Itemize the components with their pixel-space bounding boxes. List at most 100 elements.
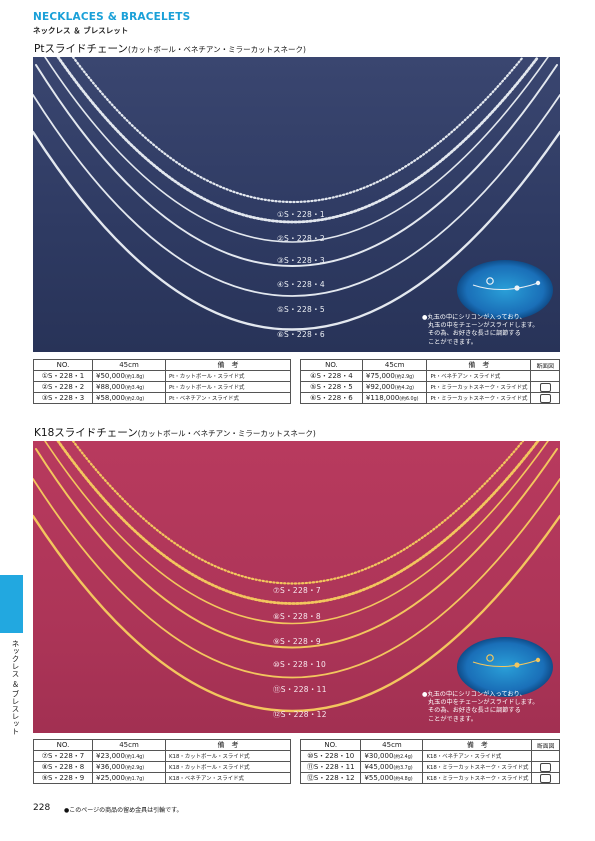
item-price: ¥55,000 (364, 774, 394, 782)
pt-chain-label-4: ④S・228・4 (277, 280, 325, 289)
pt-spec-table-right: NO. 45cm 備 考 断面図 ④S・228・4 ¥75,000(約2.9g)… (300, 359, 560, 404)
item-price-cell: ¥58,000(約2.0g) (92, 392, 166, 404)
col-no-header: NO. (300, 359, 363, 371)
col-no-header: NO. (299, 739, 362, 751)
item-code: ⑨S・228・9 (33, 772, 93, 784)
item-price-cell: ¥55,000(約4.8g) (360, 772, 424, 784)
item-note: Pt・ベネチアン・スライド式 (426, 370, 532, 382)
k18-chain-label-11: ⑪S・228・11 (273, 685, 327, 694)
table-row: ③S・228・3 ¥58,000(約2.0g) Pt・ベネチアン・スライド式 (33, 392, 291, 404)
k18-clasp-closeup (457, 637, 553, 697)
pt-spec-table-left: NO. 45cm 備 考 ①S・228・1 ¥50,000(約1.8g) Pt・… (33, 359, 291, 404)
item-price: ¥58,000 (96, 394, 125, 402)
pt-title-note: (カットボール・ベネチアン・ミラーカットスネーク) (127, 45, 306, 54)
col-length-header: 45cm (92, 359, 166, 371)
item-price: ¥50,000 (96, 372, 125, 380)
item-price: ¥30,000 (364, 752, 394, 760)
pt-chain-label-3: ③S・228・3 (277, 256, 325, 265)
item-weight: (約2.0g) (124, 397, 145, 402)
col-length-header: 45cm (360, 739, 424, 751)
k18-chain-8 (56, 441, 540, 605)
pt-chain-label-1: ①S・228・1 (277, 210, 325, 219)
col-note-header: 備 考 (426, 359, 532, 371)
item-weight: (約1.7g) (124, 777, 145, 782)
item-weight: (約3.7g) (393, 766, 413, 771)
category-side-label: ネックレス ＆ ブレスレット (11, 640, 20, 735)
pt-section-title: Ptスライドチェーン(カットボール・ベネチアン・ミラーカットスネーク) (34, 41, 306, 56)
item-weight: (約2.4g) (393, 755, 413, 760)
pt-title-text: Ptスライドチェーン (34, 43, 128, 55)
item-price-cell: ¥25,000(約1.7g) (92, 772, 166, 784)
item-price-cell: ¥92,000(約4.2g) (361, 381, 428, 393)
item-code: ⑪S・228・11 (299, 761, 362, 773)
item-price: ¥36,000 (96, 763, 125, 771)
table-row: ⑨S・228・9 ¥25,000(約1.7g) K18・ベネチアン・スライド式 (33, 772, 291, 784)
item-price-cell: ¥45,000(約3.7g) (360, 761, 424, 773)
col-length-header: 45cm (361, 359, 428, 371)
item-price-cell: ¥36,000(約2.9g) (92, 761, 166, 773)
table-row: ④S・228・4 ¥75,000(約2.9g) Pt・ベネチアン・スライド式 (300, 370, 560, 382)
item-price-cell: ¥23,000(約1.4g) (92, 750, 166, 762)
item-weight: (約1.8g) (124, 375, 145, 380)
item-note: Pt・カットボール・スライド式 (165, 381, 291, 393)
k18-title-note: (カットボール・ベネチアン・ミラーカットスネーク) (137, 429, 316, 438)
k18-callout-line: 丸玉の中をチェーンがスライドします。 (428, 699, 539, 707)
item-price: ¥25,000 (96, 774, 125, 782)
pt-closeup-ball-2 (535, 280, 541, 286)
k18-title-text: K18スライドチェーン (34, 427, 138, 439)
pt-chain-label-2: ②S・228・2 (277, 234, 325, 243)
col-note-header: 備 考 (422, 739, 533, 751)
page-category-subtitle: ネックレス ＆ ブレスレット (33, 26, 129, 35)
cross-section-icon (539, 393, 551, 403)
item-note: Pt・ミラーカットスネーク・スライド式 (426, 392, 532, 404)
k18-closeup-ball (514, 662, 520, 668)
item-weight: (約4.2g) (394, 386, 415, 391)
k18-chain-label-8: ⑧S・228・8 (273, 612, 321, 621)
item-price: ¥75,000 (365, 372, 395, 380)
item-price-cell: ¥88,000(約3.4g) (92, 381, 166, 393)
pt-chain-photo-graphic (33, 57, 560, 352)
k18-chain-photo: ⑦S・228・7 ⑧S・228・8 ⑨S・228・9 ⑩S・228・10 ⑪S・… (33, 441, 560, 733)
cross-section-icon (539, 382, 551, 392)
k18-callout-line: ことができます。 (428, 715, 477, 723)
k18-chain-7 (71, 441, 525, 585)
k18-callout-line: その為、お好きな長さに調節する (428, 707, 521, 715)
item-price-cell: ¥50,000(約1.8g) (92, 370, 166, 382)
k18-callout: ●丸玉の中にシリコンが入っており、 丸玉の中をチェーンがスライドします。 その為… (422, 691, 538, 724)
pt-callout-line: 丸玉の中をチェーンがスライドします。 (428, 322, 539, 330)
col-note-header: 備 考 (165, 359, 291, 371)
table-row: ①S・228・1 ¥50,000(約1.8g) Pt・カットボール・スライド式 (33, 370, 291, 382)
cross-section-cell (530, 381, 560, 393)
col-no-header: NO. (33, 739, 93, 751)
k18-closeup-chain (472, 659, 539, 668)
item-note: K18・カットボール・スライド式 (165, 761, 291, 773)
k18-chain-10 (35, 448, 558, 649)
item-code: ⑦S・228・7 (33, 750, 93, 762)
item-note: Pt・ミラーカットスネーク・スライド式 (426, 381, 532, 393)
item-weight: (約2.9g) (124, 766, 145, 771)
pt-callout: ●丸玉の中にシリコンが入っており、 丸玉の中をチェーンがスライドします。 その為… (422, 314, 538, 347)
pt-closeup-ball (514, 285, 520, 291)
k18-chain-label-7: ⑦S・228・7 (273, 586, 321, 595)
k18-section-title: K18スライドチェーン(カットボール・ベネチアン・ミラーカットスネーク) (34, 425, 316, 440)
cross-section-cell (531, 761, 560, 773)
item-price-cell: ¥30,000(約2.4g) (360, 750, 424, 762)
page-category-title: NECKLACES & BRACELETS (33, 11, 191, 23)
pt-callout-line: ●丸玉の中にシリコンが入っており、 (422, 314, 526, 321)
pt-chain-photo: ①S・228・1 ②S・228・2 ③S・228・3 ④S・228・4 ⑤S・2… (33, 57, 560, 352)
item-code: ⑫S・228・12 (299, 772, 362, 784)
table-row: ⑤S・228・5 ¥92,000(約4.2g) Pt・ミラーカットスネーク・スラ… (300, 381, 560, 393)
pt-chain-3 (44, 57, 549, 243)
k18-callout-line: ●丸玉の中にシリコンが入っており、 (422, 691, 526, 698)
k18-chain-label-9: ⑨S・228・9 (273, 637, 321, 646)
item-note: K18・ミラーカットスネーク・スライド式 (422, 761, 533, 773)
item-code: ②S・228・2 (33, 381, 93, 393)
cross-section-cell (530, 392, 560, 404)
k18-chain-12 (33, 514, 560, 712)
pt-chain-6 (33, 130, 560, 331)
item-code: ①S・228・1 (33, 370, 93, 382)
k18-spec-table-right: NO. 45cm 備 考 断面図 ⑩S・228・10 ¥30,000(約2.4g… (299, 739, 560, 784)
k18-chain-label-12: ⑫S・228・12 (273, 710, 327, 719)
col-no-header: NO. (33, 359, 93, 371)
category-side-tab (0, 575, 23, 633)
